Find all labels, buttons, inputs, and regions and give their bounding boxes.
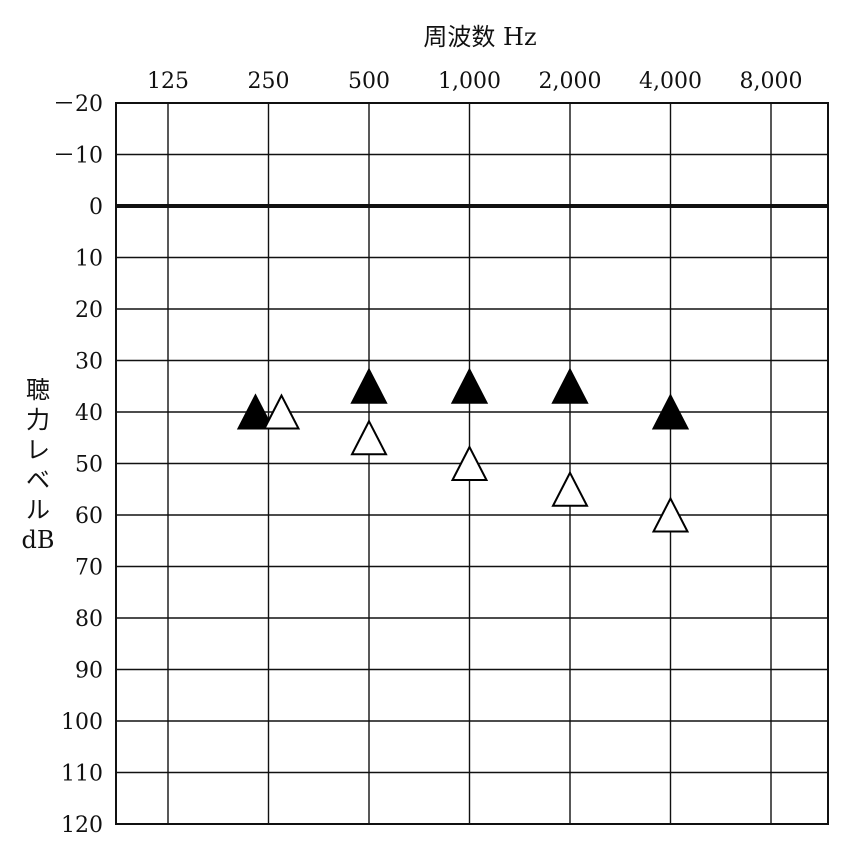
filled-triangle-marker [350, 367, 388, 404]
open-triangle-marker [450, 444, 489, 481]
y-axis-title-part: ル [26, 496, 50, 524]
y-tick-label: 20 [75, 298, 103, 323]
y-tick-label: 90 [75, 659, 103, 684]
y-tick-label: 30 [75, 350, 103, 375]
x-axis-title: 周波数 Hz [423, 23, 536, 51]
plot-grid [115, 102, 829, 825]
open-triangle-marker [262, 393, 301, 430]
y-tick-label: 0 [89, 195, 103, 220]
y-tick-label: －20 [53, 92, 103, 117]
y-axis-title-part: レ [26, 436, 50, 464]
y-tick-labels: －20 －10 0 10 20 30 40 50 60 70 80 90 100 110 120 [53, 92, 103, 838]
y-tick-label: 10 [75, 247, 103, 272]
x-tick-label: 125 [147, 69, 189, 94]
x-tick-label: 4,000 [639, 69, 702, 94]
data-markers [236, 367, 690, 533]
x-tick-labels: 125 250 500 1,000 2,000 4,000 8,000 [147, 69, 802, 94]
x-tick-label: 500 [348, 69, 390, 94]
y-tick-label: 80 [75, 607, 103, 632]
y-tick-label: 100 [61, 710, 103, 735]
open-triangle-marker [551, 470, 589, 507]
y-axis-title-part: 力 [26, 406, 50, 434]
filled-triangle-marker [651, 393, 690, 430]
open-triangle-marker [350, 419, 388, 456]
y-tick-label: 120 [61, 813, 103, 838]
y-tick-label: 70 [75, 556, 103, 581]
y-axis-title-part: ベ [26, 466, 50, 494]
x-tick-label: 8,000 [740, 69, 803, 94]
y-tick-label: 110 [61, 762, 103, 787]
filled-triangle-marker [551, 367, 589, 404]
x-tick-label: 1,000 [438, 69, 501, 94]
y-tick-label: 60 [75, 504, 103, 529]
open-triangle-marker [651, 496, 690, 533]
y-axis-title-part: 聴 [26, 376, 50, 404]
x-tick-label: 2,000 [539, 69, 602, 94]
filled-triangle-marker [450, 367, 489, 404]
x-tick-label: 250 [248, 69, 290, 94]
y-tick-label: 50 [75, 453, 103, 478]
y-tick-label: 40 [75, 401, 103, 426]
y-axis-title-part: dB [22, 526, 55, 554]
y-tick-label: －10 [53, 144, 103, 169]
filled-triangle-marker [236, 393, 275, 430]
